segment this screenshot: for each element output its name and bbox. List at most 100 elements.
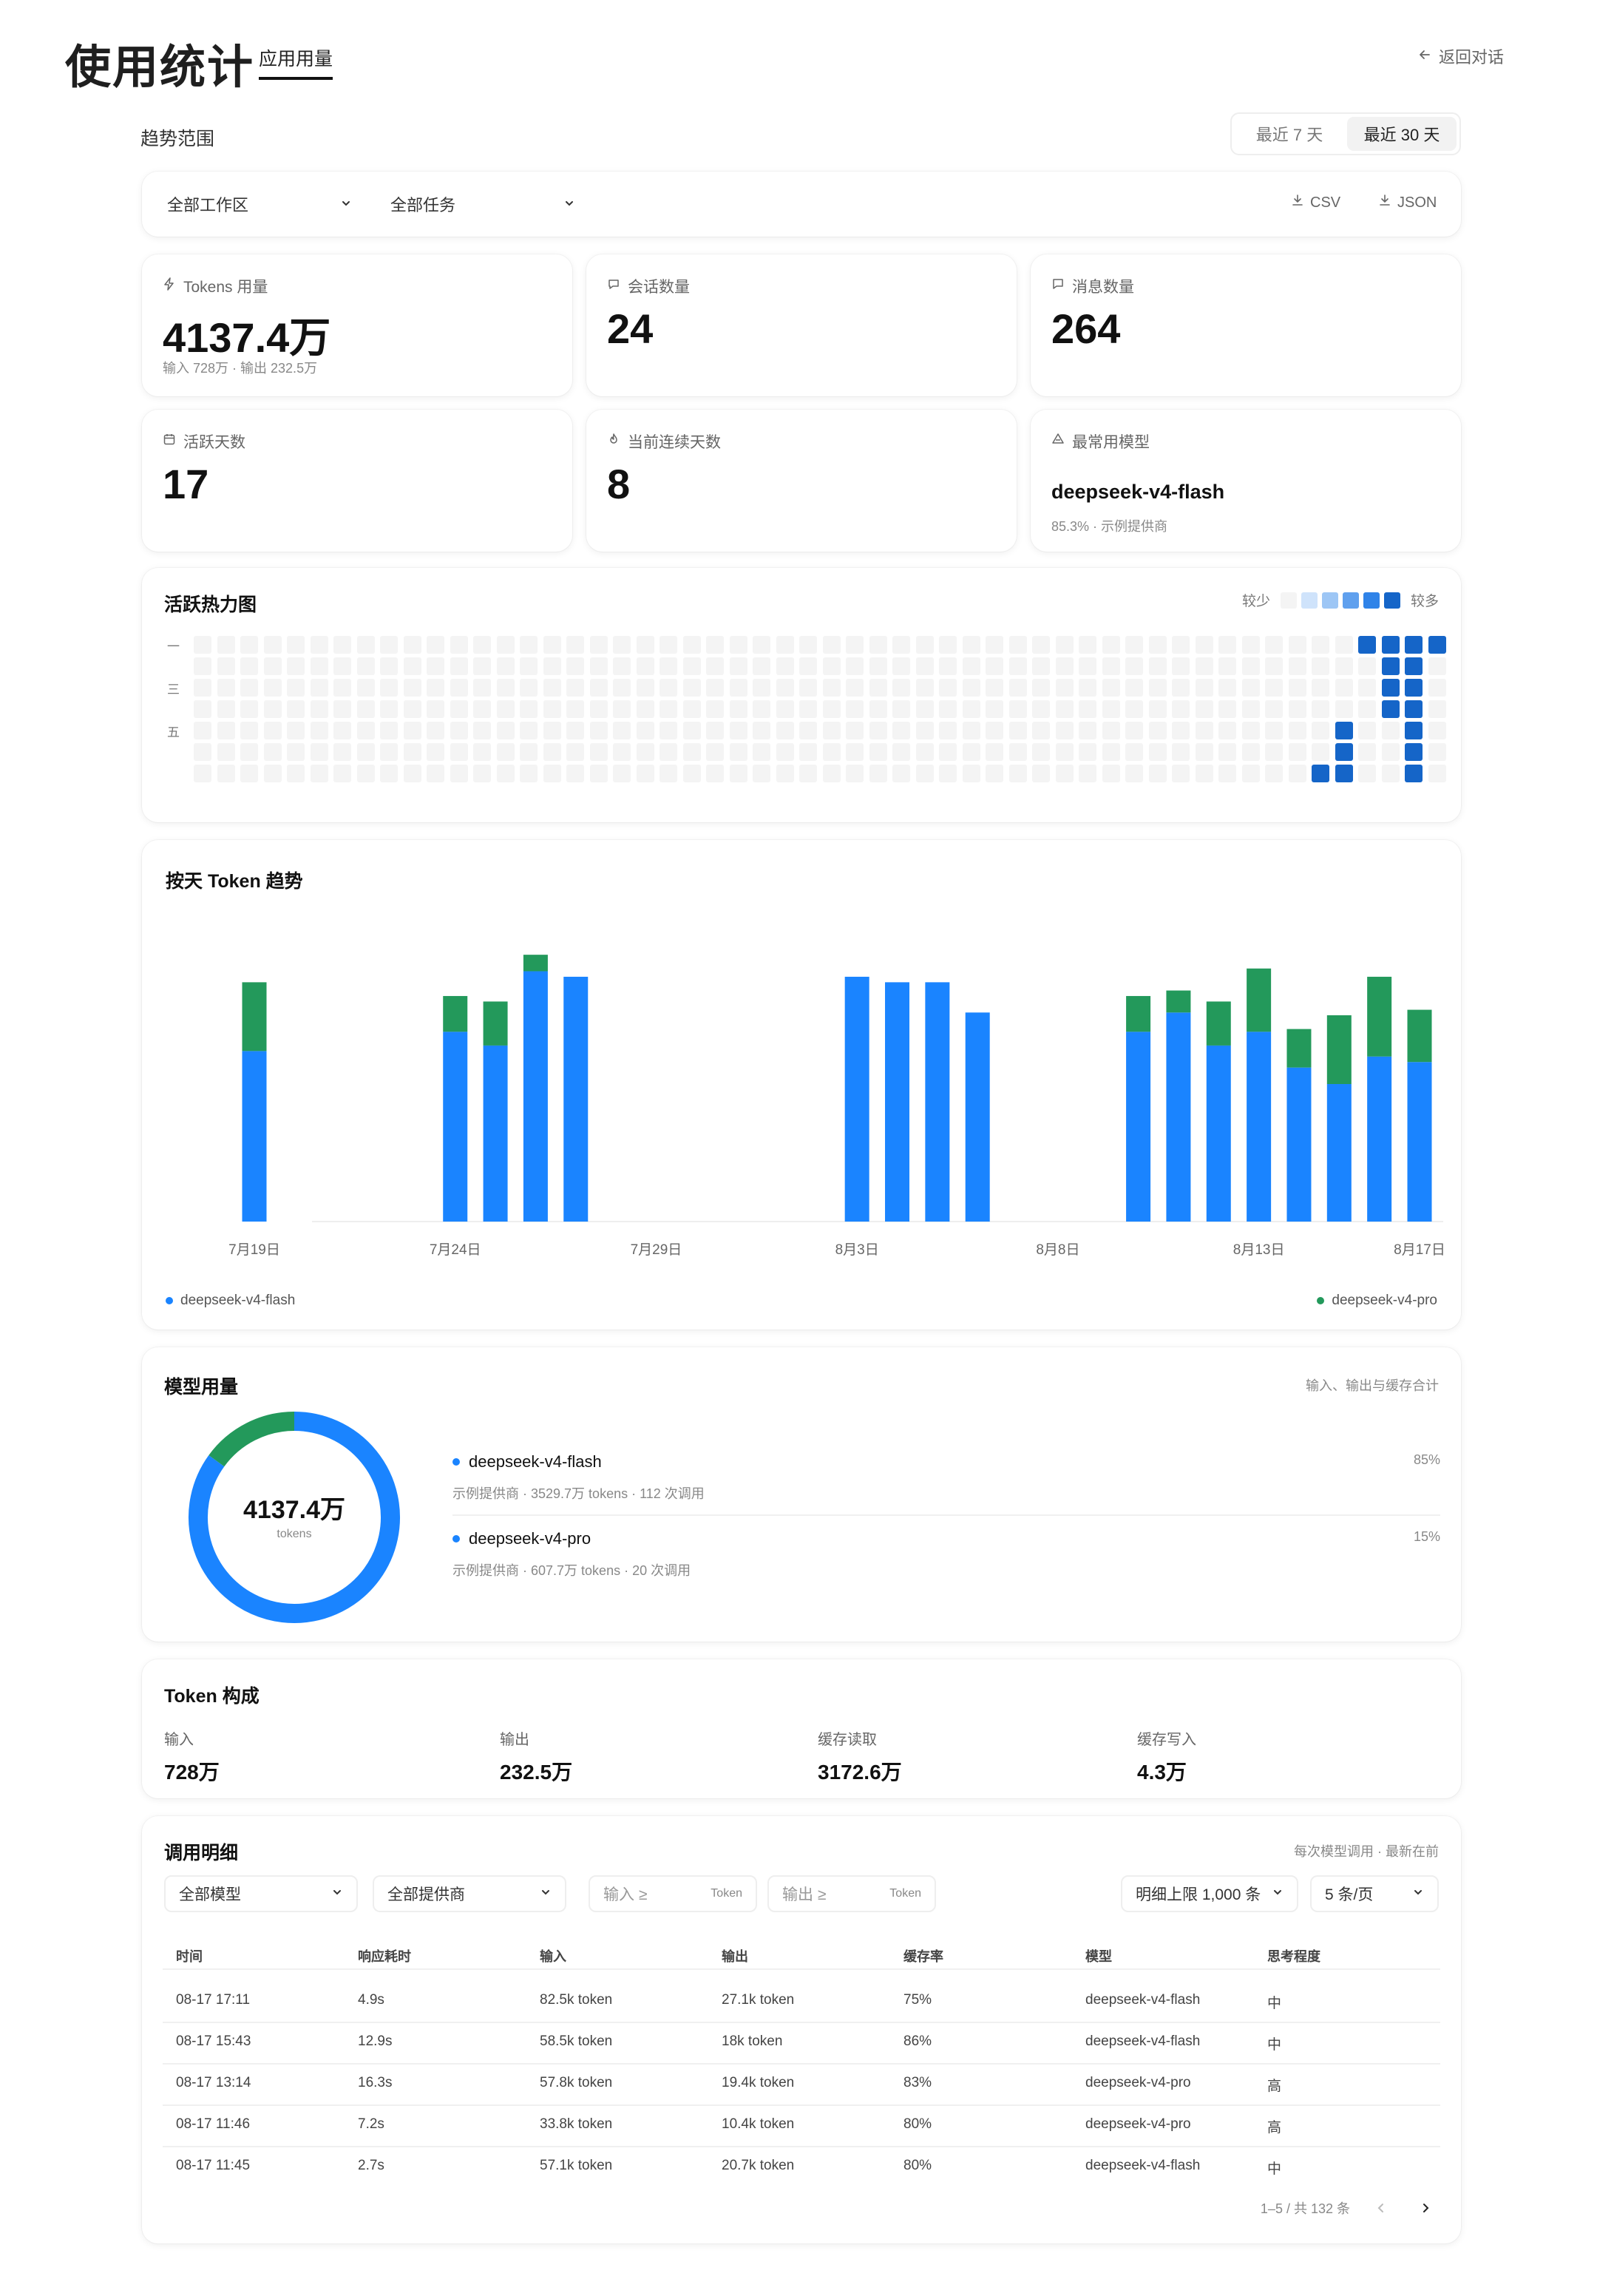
heatmap-cell (729, 722, 747, 739)
heatmap-cell (1381, 679, 1400, 697)
heatmap-cell (1079, 679, 1096, 697)
heatmap-cell (566, 765, 584, 782)
heatmap-cell (310, 765, 328, 782)
table-cell: 中 (1267, 2037, 1282, 2053)
heatmap-cell (1125, 636, 1143, 654)
workspace-dropdown[interactable]: 全部工作区 (167, 192, 352, 216)
trend-card: 按天 Token 趋势 7月19日 7月24日 7月29日 8月3日 8月8日 8月13日… (142, 840, 1461, 1330)
bar-flash (242, 1051, 267, 1222)
heatmap-cell (1125, 657, 1143, 675)
heatmap-cell (613, 700, 631, 718)
heatmap-cell (1381, 743, 1400, 761)
heatmap-cell (217, 679, 235, 697)
heatmap-cell (1312, 722, 1329, 739)
trend-title: 按天 Token 趋势 (166, 871, 303, 892)
heatmap-cell (1195, 636, 1213, 654)
heatmap-cell (799, 743, 817, 761)
heatmap-cell (217, 722, 235, 739)
heatmap-cell (1218, 743, 1236, 761)
table-cell: deepseek-v4-pro (1085, 2075, 1191, 2090)
provider-filter-dropdown[interactable]: 全部提供商 (373, 1875, 566, 1912)
heatmap-cell (706, 765, 724, 782)
tab-app-usage[interactable]: 应用用量 (259, 44, 333, 80)
back-to-chat-link[interactable]: 返回对话 (1418, 44, 1504, 68)
export-json-label: JSON (1397, 194, 1437, 211)
detail-limit-dropdown[interactable]: 明细上限 1,000 条 (1121, 1875, 1298, 1912)
heatmap-cell (613, 743, 631, 761)
heatmap-cell (427, 743, 444, 761)
bar-flash (925, 982, 950, 1222)
heatmap-cell (496, 700, 515, 718)
model-filter-dropdown[interactable]: 全部模型 (164, 1875, 358, 1912)
heatmap-cell (589, 722, 608, 739)
heatmap-cell (1335, 700, 1353, 718)
task-dropdown[interactable]: 全部任务 (390, 192, 575, 216)
heatmap-cell (217, 657, 235, 675)
heatmap-cell (310, 700, 328, 718)
heatmap-legend: 较少 较多 (1242, 590, 1439, 610)
heatmap-cell (1055, 700, 1074, 718)
donut-total-unit: tokens (277, 1528, 312, 1540)
range-30d-button[interactable]: 最近 30 天 (1347, 117, 1457, 151)
heatmap-cell (869, 722, 887, 739)
page-size-dropdown[interactable]: 5 条/页 (1310, 1875, 1439, 1912)
heatmap-cell (915, 765, 934, 782)
heatmap-cell (543, 722, 561, 739)
heatmap-cell (333, 722, 351, 739)
legend-swatch (1383, 592, 1400, 609)
heatmap-cell (240, 657, 258, 675)
heatmap-cell (753, 743, 770, 761)
stat-card-active-days: 活跃天数 17 (142, 410, 572, 552)
heatmap-cell (822, 700, 841, 718)
export-csv-button[interactable]: CSV (1291, 194, 1340, 211)
table-cell: 82.5k token (540, 1992, 613, 2008)
heatmap-cell (729, 743, 747, 761)
heatmap-cell (310, 743, 328, 761)
table-cell: 83% (903, 2075, 932, 2090)
bar-pro (1206, 1001, 1231, 1046)
bar-flash (885, 982, 910, 1222)
bar-flash (965, 1012, 990, 1222)
heatmap-cell (682, 743, 701, 761)
table-cell: 27.1k token (722, 1992, 795, 2008)
stat-label: 会话数量 (628, 279, 690, 296)
min-output-field[interactable]: 输出 ≥ Token (767, 1875, 936, 1912)
legend-swatch (1280, 592, 1297, 609)
export-json-button[interactable]: JSON (1378, 194, 1437, 211)
heatmap-cell (520, 743, 538, 761)
model-usage-note: 输入、输出与缓存合计 (1306, 1378, 1439, 1393)
heatmap-cell (776, 636, 794, 654)
next-page-button[interactable] (1412, 2195, 1439, 2221)
heatmap-cell (1032, 765, 1050, 782)
heatmap-cell (520, 700, 538, 718)
heatmap-cell (846, 679, 864, 697)
heatmap-cell (217, 700, 235, 718)
heatmap-cell (263, 679, 282, 697)
legend-label: deepseek-v4-flash (180, 1293, 296, 1308)
heatmap-cell (427, 657, 444, 675)
heatmap-cell (846, 657, 864, 675)
heatmap-cell (986, 743, 1003, 761)
heatmap-cell (1265, 722, 1283, 739)
heatmap-cell (240, 636, 258, 654)
heatmap-cell (1381, 765, 1400, 782)
heatmap-cell (356, 679, 375, 697)
donut-total: 4137.4万 (243, 1496, 345, 1524)
heatmap-cell (356, 722, 375, 739)
prev-page-button[interactable] (1368, 2195, 1394, 2221)
heatmap-cell (1288, 657, 1306, 675)
model-icon (1051, 433, 1065, 450)
heatmap-cell (403, 743, 421, 761)
heatmap-cell (496, 657, 515, 675)
heatmap-cell (287, 636, 305, 654)
model-usage-item-flash: deepseek-v4-flash 示例提供商 · 3529.7万 tokens… (452, 1452, 1440, 1503)
min-input-field[interactable]: 输入 ≥ Token (589, 1875, 757, 1912)
range-7d-button[interactable]: 最近 7 天 (1255, 126, 1323, 144)
heatmap-cell (287, 657, 305, 675)
heatmap-cell (846, 700, 864, 718)
model-usage-title: 模型用量 (164, 1377, 239, 1398)
heatmap-cell (473, 743, 491, 761)
table-row-divider (163, 2146, 1440, 2147)
heatmap-cell (753, 700, 770, 718)
heatmap-cell (939, 679, 957, 697)
